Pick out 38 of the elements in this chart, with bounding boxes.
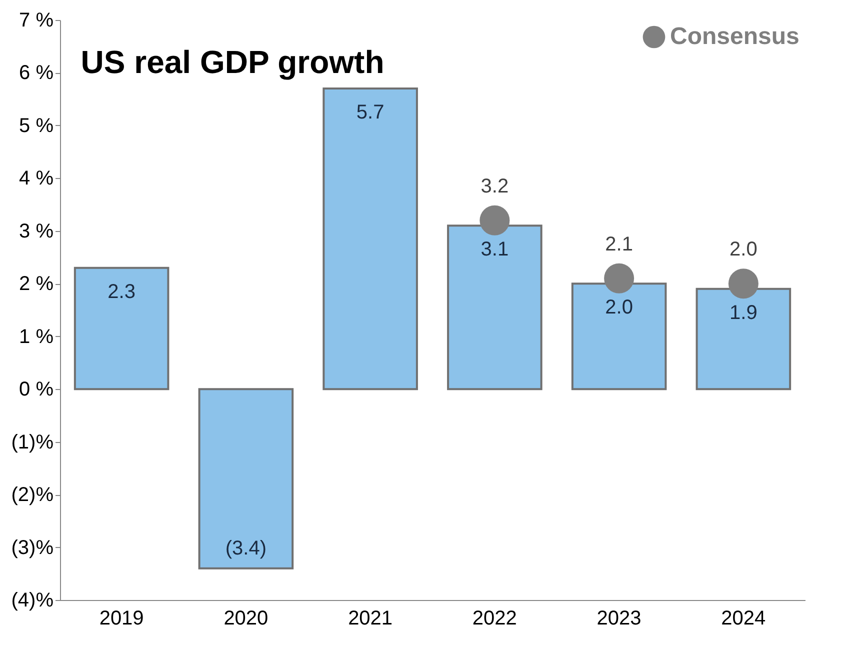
bar [322, 88, 418, 390]
y-tick-label: 0 % [19, 378, 54, 401]
x-tick-label: 2023 [596, 608, 642, 630]
data-label: 2.0 [605, 296, 633, 319]
data-label: 2.1 [605, 233, 633, 256]
y-tick-label: 7 % [19, 10, 54, 32]
x-tick-label: 2020 [224, 608, 268, 630]
data-label: (3.4) [225, 537, 266, 560]
x-tick-label: 2022 [472, 608, 517, 630]
point [728, 268, 758, 299]
x-tick-label: 2019 [99, 608, 144, 630]
data-label: 2.0 [730, 238, 758, 261]
x-tick-label: 2024 [721, 608, 766, 630]
bar [571, 282, 667, 390]
y-tick-label: (1)% [11, 431, 54, 454]
y-tick-label: 2 % [19, 273, 54, 296]
y-tick-label: 3 % [19, 220, 54, 242]
y-tick-label: 4 % [19, 168, 54, 190]
legend-label: Consensus [670, 23, 800, 50]
point [604, 263, 634, 294]
bar [447, 224, 542, 390]
y-tick-label: 5 % [19, 114, 54, 137]
bar [74, 266, 170, 390]
point [480, 205, 510, 236]
bar [696, 288, 792, 390]
data-label: 3.1 [480, 238, 509, 261]
data-label: 1.9 [730, 302, 758, 324]
data-label: 5.7 [356, 102, 384, 124]
bar [198, 388, 294, 570]
data-label: 2.3 [108, 280, 136, 303]
y-tick-label: 6 % [19, 62, 54, 84]
y-tick-label: (3)% [11, 536, 54, 559]
y-tick-label: (2)% [11, 484, 54, 506]
text: US real GDP growth [80, 44, 384, 80]
y-tick-label: (4)% [11, 590, 54, 612]
x-tick-label: 2021 [348, 608, 393, 630]
data-label: 3.2 [480, 175, 509, 198]
y-tick-label: 1 % [19, 326, 54, 348]
